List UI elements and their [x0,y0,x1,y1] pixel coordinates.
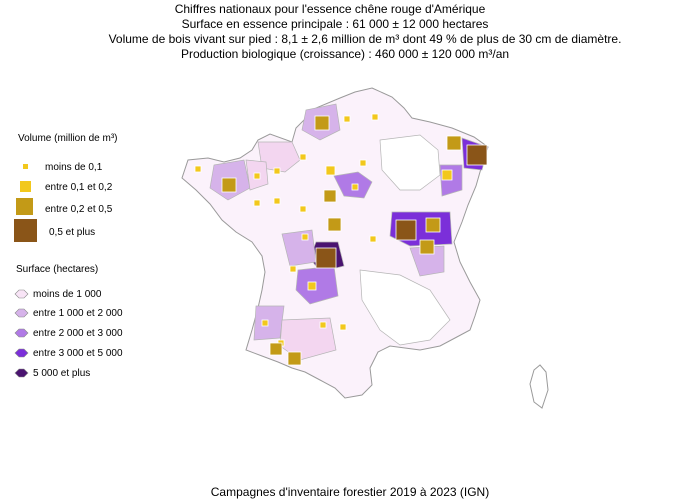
volume-legend-label-4: 0,5 et plus [49,227,96,238]
map-title: Chiffres nationaux pour l'essence chêne … [0,2,700,62]
marker-small [319,321,327,329]
marker-small [261,319,269,327]
legend-surface-swatch-4 [14,348,29,358]
marker-medium [446,135,462,151]
marker-small [307,281,317,291]
marker-medium [287,351,302,366]
region-landes [253,305,285,341]
marker-small [343,115,351,123]
marker-small [351,183,359,191]
marker-small [371,113,379,121]
marker-xl [315,247,337,269]
marker-xl [466,144,488,166]
marker-medium [419,239,435,255]
region-no-data-south [359,269,451,346]
marker-small [359,159,367,167]
legend-surface-swatch-2 [14,308,29,318]
marker-medium [221,177,237,193]
legend-surface-swatch-1 [14,289,29,299]
surface-legend-title: Surface (hectares) [16,264,99,275]
legend-volume-swatch-4 [14,219,37,242]
marker-small [253,199,261,207]
corsica [529,364,549,409]
marker-small [194,165,202,173]
marker-medium [269,342,283,356]
marker-small [369,235,377,243]
title-line-species: Chiffres nationaux pour l'essence chêne … [174,2,486,16]
legend-surface-swatch-5 [14,368,29,378]
title-line-surface: Surface en essence principale : 61 000 ±… [181,17,489,31]
volume-legend-label-2: entre 0,1 et 0,2 [45,182,113,193]
marker-medium [325,165,336,176]
region-no-data-east [379,134,441,191]
marker-medium [441,169,453,181]
marker-medium [327,217,342,232]
volume-legend-label-3: entre 0,2 et 0,5 [45,204,113,215]
marker-large [323,189,337,203]
volume-legend-symbols [14,164,37,242]
legend-surface-swatch-3 [14,328,29,338]
volume-legend-label-1: moins de 0,1 [45,162,103,173]
marker-xl [395,219,417,241]
surface-legend-label-3: entre 2 000 et 3 000 [33,328,123,339]
legend-volume-swatch-2 [20,181,31,192]
marker-small [299,153,307,161]
title-line-production: Production biologique (croissance) : 460… [180,47,510,61]
surface-legend-label-2: entre 1 000 et 2 000 [33,308,123,319]
marker-small [299,205,307,213]
marker-small [273,197,281,205]
volume-markers [194,113,488,366]
surface-legend-label-5: 5 000 et plus [33,368,91,379]
marker-small [339,323,347,331]
surface-legend-symbols [14,289,29,378]
volume-legend-title: Volume (million de m³) [18,133,118,144]
marker-small [273,167,281,175]
legend-volume-swatch-3 [16,198,33,215]
marker-medium [314,115,330,131]
marker-large [425,217,441,233]
marker-small [301,233,309,241]
marker-small [289,265,297,273]
marker-small [253,172,261,180]
title-line-volume: Volume de bois vivant sur pied : 8,1 ± 2… [108,32,622,46]
surface-legend-label-4: entre 3 000 et 5 000 [33,348,123,359]
surface-legend-label-1: moins de 1 000 [33,289,102,300]
source-footer: Campagnes d'inventaire forestier 2019 à … [210,485,490,499]
legend-volume-swatch-1 [23,164,28,169]
